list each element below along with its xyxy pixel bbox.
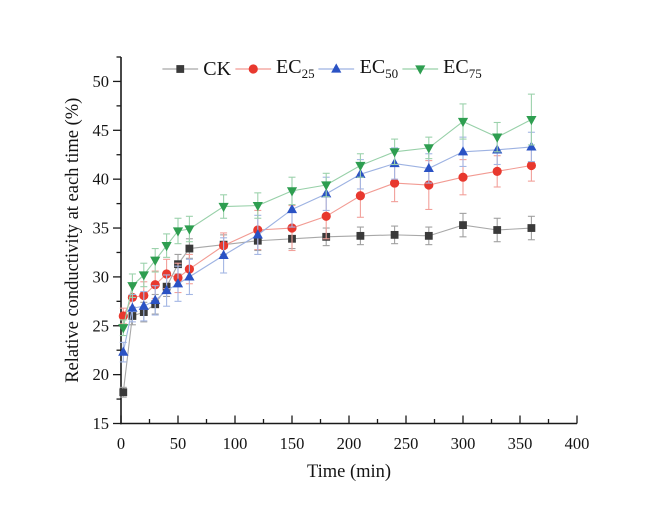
axes: 0 50 100 150 200 250 300 350 400 15 20 25 30 35 40 45 50 [93,56,590,453]
ck-legend-marker-icon [162,64,199,73]
chart-legend: CK EC25 EC50 EC75 [162,57,482,80]
x-tick-label: 350 [508,434,533,453]
x-tick-label: 250 [394,434,419,453]
y-tick-label: 40 [93,170,110,189]
x-tick-label: 100 [223,434,248,453]
y-tick-label: 35 [93,219,110,238]
legend-label-ec25: EC25 [276,57,315,80]
x-tick-label: 150 [280,434,305,453]
y-tick-label: 20 [93,365,110,384]
series-ec50 [118,131,537,363]
legend-item-ck: CK [162,59,231,79]
ec75-legend-marker-icon [402,64,439,75]
ec50-legend-marker-icon [318,62,355,73]
y-tick-label: 25 [93,316,110,335]
series-ck [119,212,536,398]
series-line-ck [122,224,532,393]
y-tick-label: 15 [93,414,110,433]
series-line-ec75 [122,119,532,328]
legend-item-ec25: EC25 [235,57,315,80]
x-tick-label: 0 [117,434,125,453]
y-tick-label: 45 [93,121,110,140]
x-tick-label: 50 [170,434,187,453]
legend-label-ck: CK [203,59,231,79]
legend-label-ec50: EC50 [360,57,399,80]
x-tick-label: 400 [565,434,590,453]
ec25-legend-marker-icon [235,63,272,74]
legend-label-text: EC [443,56,469,78]
legend-label-subscript: 50 [385,66,399,81]
legend-label-ec75: EC75 [443,57,482,80]
legend-label-text: EC [276,56,302,78]
x-axis-label: Time (min) [307,462,391,482]
y-axis-label: Relative conductivity at each time (%) [63,98,83,383]
legend-item-ec75: EC75 [402,57,482,80]
y-tick-label: 50 [93,72,110,91]
x-tick-label: 200 [337,434,362,453]
legend-label-text: CK [203,57,232,80]
legend-label-subscript: 25 [301,66,315,81]
series-ec75 [118,93,537,337]
legend-label-text: EC [359,56,386,78]
y-tick-label: 30 [93,267,110,286]
legend-label-subscript: 75 [468,66,482,81]
legend-item-ec50: EC50 [318,57,399,80]
x-tick-label: 300 [451,434,476,453]
